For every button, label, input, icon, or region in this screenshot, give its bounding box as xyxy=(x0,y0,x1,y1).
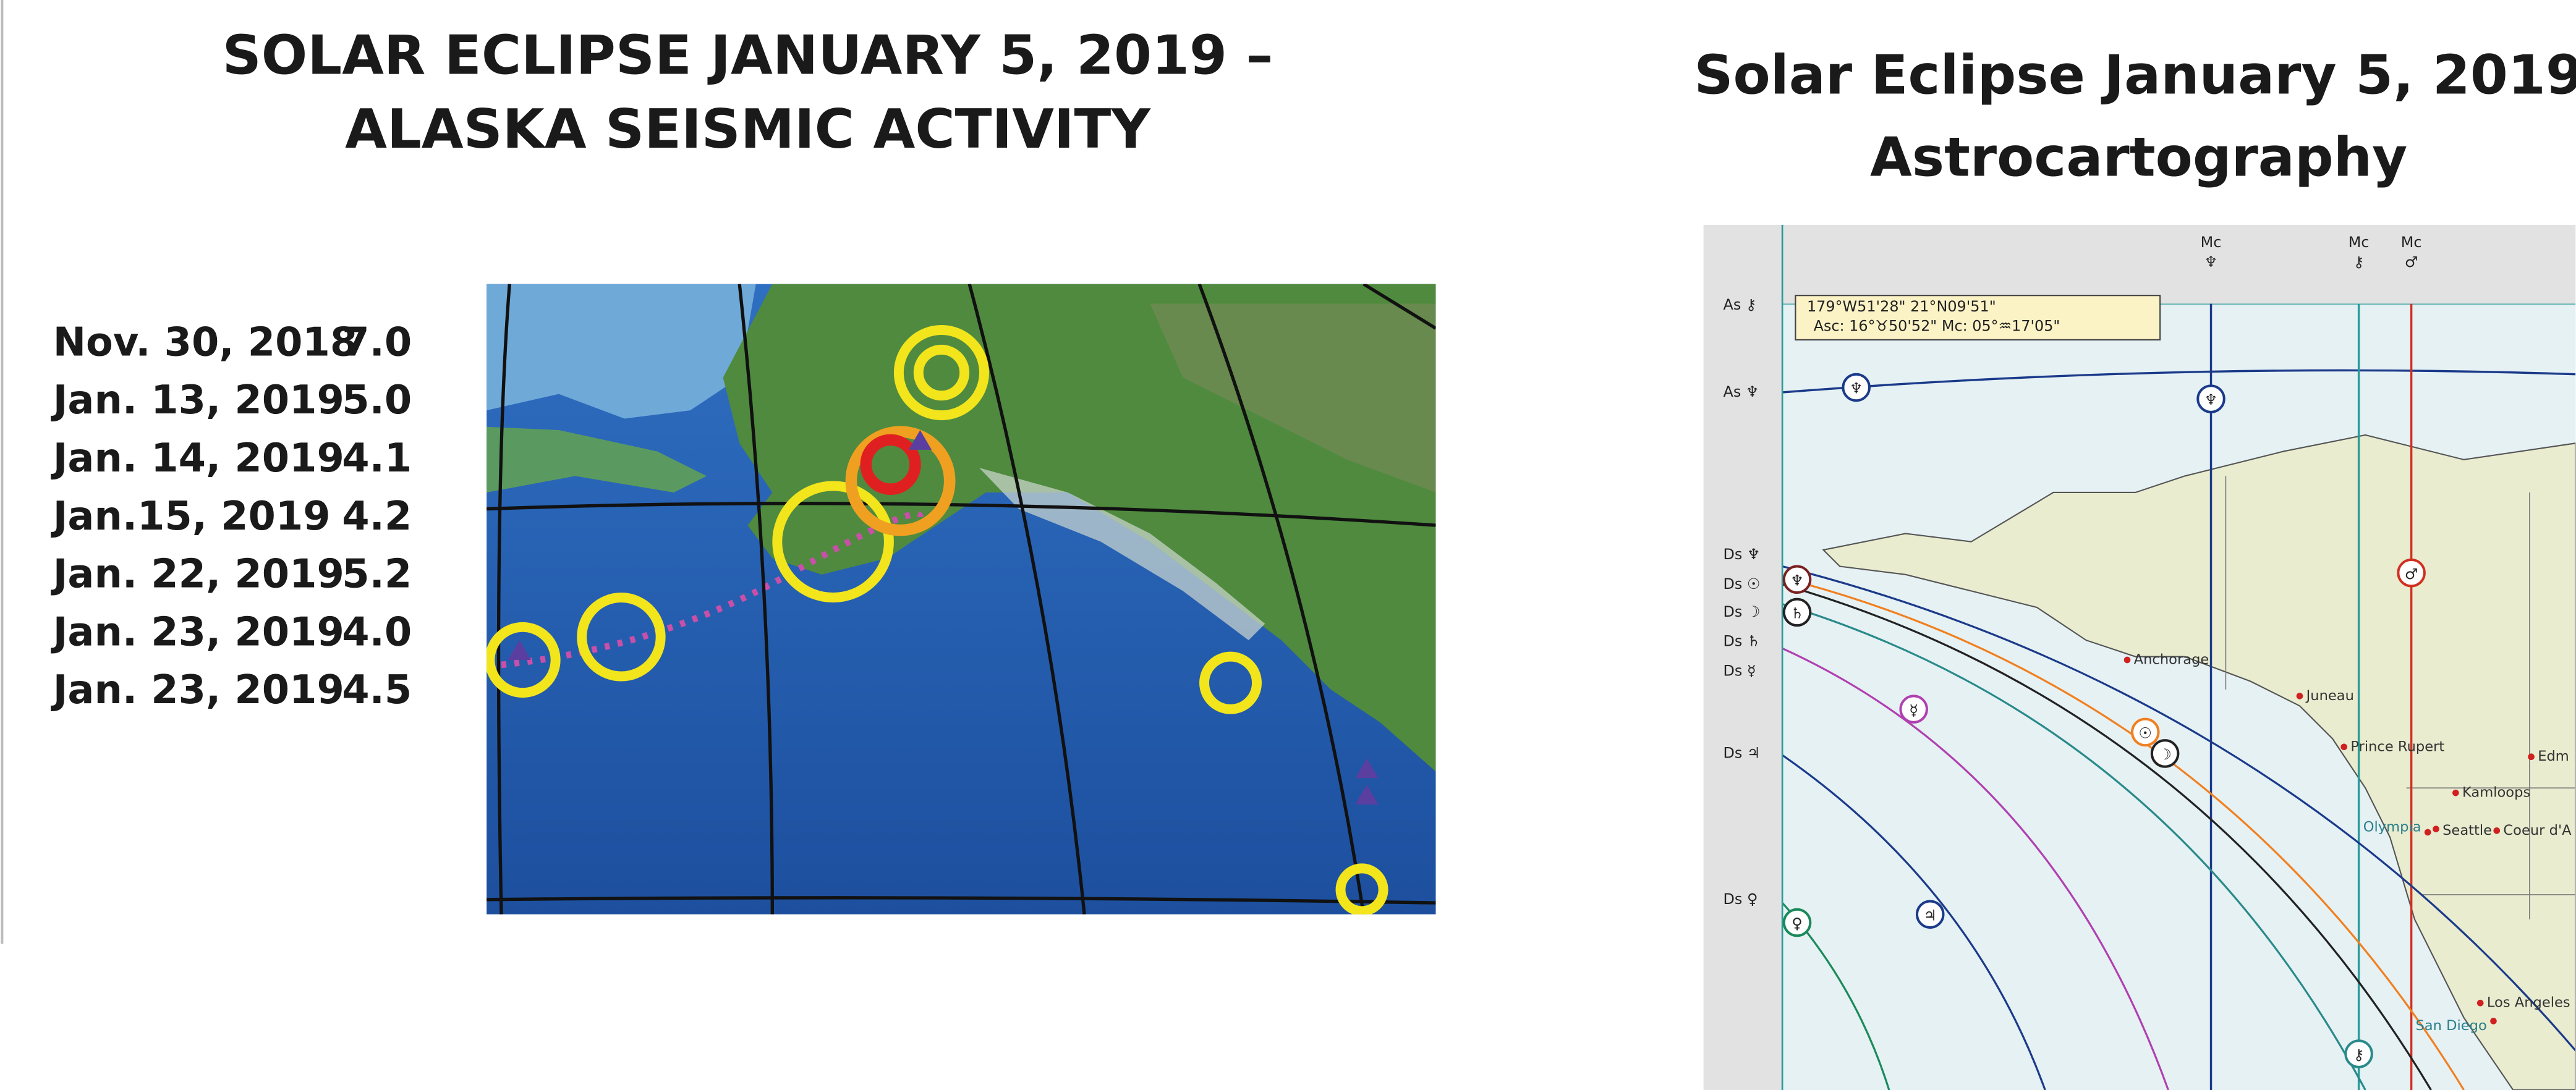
glyph-ring xyxy=(2344,1039,2373,1068)
line-glyph: ♆ xyxy=(2204,391,2217,408)
glyph-ring xyxy=(1842,373,1871,402)
side-label: Ds ♆ xyxy=(1724,546,1761,563)
side-label: Ds ♃ xyxy=(1724,744,1761,761)
mc-glyph: ⚷ xyxy=(2353,253,2365,271)
side-label: Ds ♄ xyxy=(1724,633,1761,650)
city-label: Kamloops xyxy=(2462,785,2530,801)
city-label: Seattle xyxy=(2442,822,2492,839)
right-title: Astrocartography xyxy=(1870,125,2407,188)
line-glyph: ♆ xyxy=(1790,572,1803,589)
side-label: Ds ☿ xyxy=(1724,662,1756,680)
event-date: Jan. 14, 2019 xyxy=(51,436,344,481)
glyph-ring xyxy=(2150,739,2180,768)
mc-label: Mc xyxy=(2349,234,2370,251)
city-label: Prince Rupert xyxy=(2350,738,2444,754)
line-glyph: ♀ xyxy=(1792,915,1803,932)
event-magnitude: 4.1 xyxy=(342,436,412,481)
city-label: San Diego xyxy=(2415,1018,2486,1034)
event-date: Nov. 30, 2018 xyxy=(53,319,357,365)
event-date: Jan. 23, 2019 xyxy=(51,609,344,655)
event-magnitude: 5.0 xyxy=(342,378,412,423)
glyph-ring xyxy=(1782,598,1812,627)
line-glyph: ♄ xyxy=(1790,605,1803,622)
glyph-ring xyxy=(2196,384,2225,413)
line-glyph: ☽ xyxy=(2158,746,2171,763)
glyph-ring xyxy=(1915,900,1945,929)
city-label: Juneau xyxy=(2305,688,2354,704)
city-label: Edm xyxy=(2538,748,2569,764)
glyph-ring xyxy=(2397,558,2426,588)
event-magnitude: 5.2 xyxy=(342,552,412,598)
mc-glyph: ♂ xyxy=(2405,253,2418,271)
city-label: Los Angeles xyxy=(2487,995,2570,1011)
left-title: ALASKA SEISMIC ACTIVITY xyxy=(345,98,1151,161)
line-glyph: ♂ xyxy=(2405,565,2418,583)
info-text: 179°W51'28" 21°N09'51" xyxy=(1807,298,1996,315)
event-date: Jan.15, 2019 xyxy=(51,494,331,539)
event-magnitude: 4.2 xyxy=(342,494,412,539)
side-label: As ⚷ xyxy=(1724,296,1757,313)
line-glyph: ⚷ xyxy=(2353,1046,2365,1063)
glyph-ring xyxy=(1899,695,1928,724)
glyph-ring xyxy=(1782,908,1812,937)
astro-labels: Mc ♆ Mc ⚷ Mc ♂ As ⚷ As ♆ Ds ♆ Ds ☉ Ds ☽ Ds ♄ Ds ☿ Ds … xyxy=(1724,234,2572,1068)
line-glyph: ♆ xyxy=(1850,380,1863,397)
right-title: Solar Eclipse January 5, 2019 xyxy=(1694,43,2576,106)
city-label: Anchorage xyxy=(2134,651,2209,667)
event-date: Jan. 23, 2019 xyxy=(51,667,344,713)
side-label: Ds ♀ xyxy=(1724,890,1758,908)
mc-glyph: ♆ xyxy=(2204,253,2217,271)
event-magnitude: 4.0 xyxy=(342,609,412,655)
line-glyph: ♃ xyxy=(1924,906,1937,924)
line-glyph: ☿ xyxy=(1909,701,1918,719)
glyph-ring xyxy=(1782,565,1812,594)
glyph-ring xyxy=(2131,717,2160,747)
event-date: Jan. 22, 2019 xyxy=(51,552,344,598)
seismic-map xyxy=(487,284,1436,915)
event-magnitude: 7.0 xyxy=(342,319,412,365)
side-label: As ♆ xyxy=(1724,383,1759,400)
mc-label: Mc xyxy=(2401,234,2422,251)
city-label: Coeur d'A xyxy=(2503,822,2572,839)
mc-label: Mc xyxy=(2201,234,2222,251)
event-magnitude: 4.5 xyxy=(342,667,412,713)
info-box xyxy=(1795,295,2161,340)
city-label: Olympia xyxy=(2363,819,2421,835)
info-text: Asc: 16°♉50'52" Mc: 05°♒17'05" xyxy=(1814,318,2060,335)
side-label: Ds ☉ xyxy=(1724,575,1761,593)
side-label: Ds ☽ xyxy=(1724,603,1761,620)
line-glyph: ☉ xyxy=(2139,725,2152,742)
left-title: SOLAR ECLIPSE JANUARY 5, 2019 – xyxy=(223,24,1273,87)
event-date: Jan. 13, 2019 xyxy=(51,378,344,423)
